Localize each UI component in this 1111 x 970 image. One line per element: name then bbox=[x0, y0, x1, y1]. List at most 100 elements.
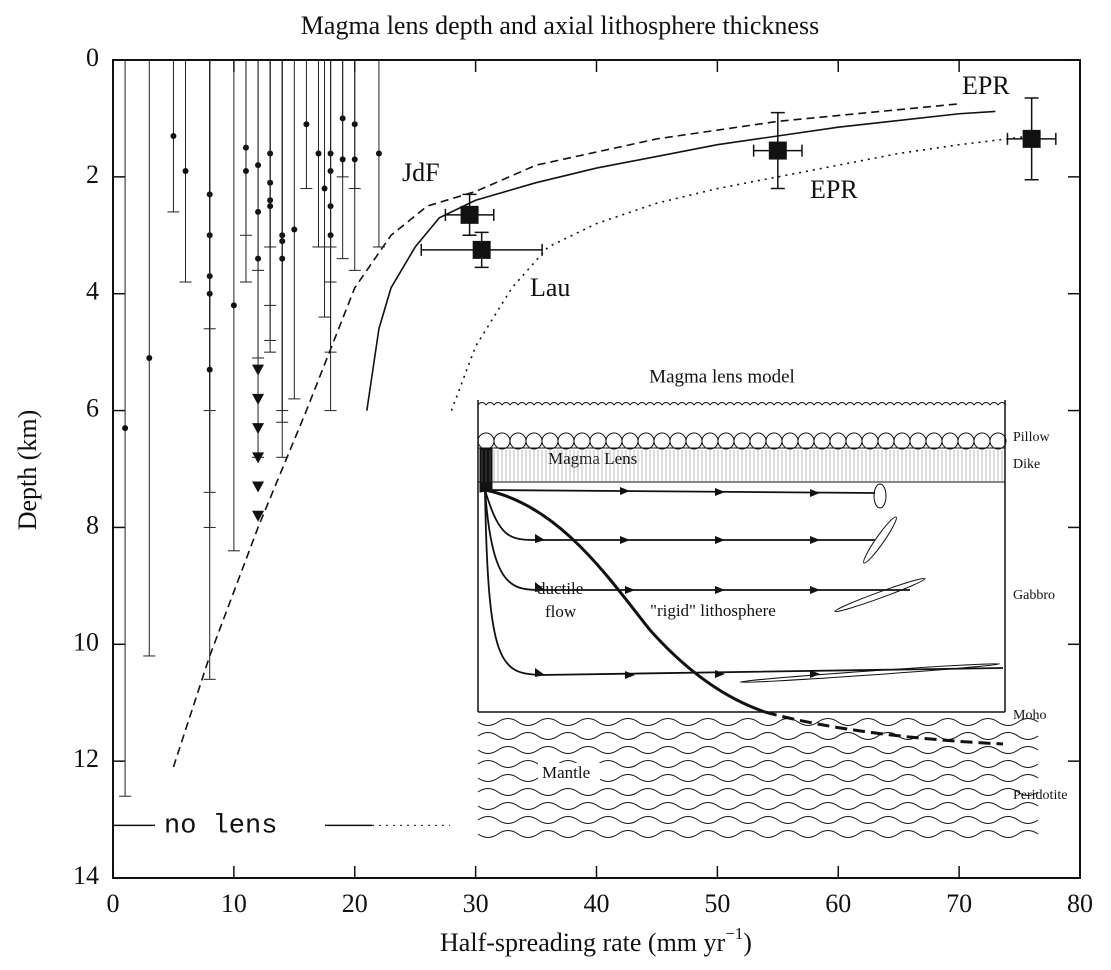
y-tick-label: 10 bbox=[73, 627, 99, 656]
point bbox=[182, 168, 189, 175]
pillow bbox=[701, 432, 719, 450]
square bbox=[1022, 129, 1041, 148]
pillow bbox=[637, 432, 655, 450]
annotation: Lau bbox=[530, 273, 570, 302]
point bbox=[122, 425, 129, 432]
point bbox=[351, 156, 358, 163]
pillow bbox=[477, 432, 495, 450]
x-tick-label: 20 bbox=[342, 889, 368, 918]
pillow bbox=[685, 432, 703, 450]
mantle-label-bg bbox=[538, 763, 600, 785]
chart-title: Magma lens depth and axial lithosphere t… bbox=[301, 11, 819, 40]
pillow bbox=[621, 432, 639, 450]
pillow bbox=[717, 432, 735, 450]
point bbox=[303, 121, 310, 128]
x-tick-label: 60 bbox=[825, 889, 851, 918]
layer-label: Pillow bbox=[1013, 430, 1050, 445]
square bbox=[768, 141, 787, 160]
inset-title: Magma lens model bbox=[649, 366, 795, 387]
pillow bbox=[829, 432, 847, 450]
rigid-label: "rigid" lithosphere bbox=[650, 601, 776, 620]
x-tick-label: 70 bbox=[946, 889, 972, 918]
layer-label: Gabbro bbox=[1013, 588, 1055, 603]
pillow bbox=[669, 432, 687, 450]
y-tick-label: 12 bbox=[73, 744, 99, 773]
pillow bbox=[781, 432, 799, 450]
x-tick-label: 0 bbox=[107, 889, 120, 918]
pillow bbox=[813, 432, 831, 450]
pillow bbox=[861, 432, 879, 450]
point bbox=[291, 226, 298, 233]
triangle bbox=[252, 452, 265, 464]
mantle-wave bbox=[477, 718, 1039, 726]
y-tick-label: 0 bbox=[86, 43, 99, 72]
crystal bbox=[863, 516, 897, 564]
pillow bbox=[765, 432, 783, 450]
pillow bbox=[509, 432, 527, 450]
annotation: JdF bbox=[402, 158, 440, 187]
pillow bbox=[941, 432, 959, 450]
point bbox=[242, 168, 249, 175]
triangle bbox=[252, 481, 265, 493]
point bbox=[327, 232, 334, 239]
square bbox=[472, 240, 491, 259]
point bbox=[315, 150, 322, 157]
point bbox=[339, 156, 346, 163]
point bbox=[230, 302, 237, 309]
crystal bbox=[739, 663, 1001, 683]
pillow bbox=[845, 432, 863, 450]
sea-surface bbox=[477, 402, 1007, 406]
ductile-label: flow bbox=[545, 602, 577, 621]
arrowheads bbox=[535, 487, 820, 679]
mantle-wave bbox=[477, 746, 1039, 754]
point bbox=[170, 132, 177, 139]
lithosphere-boundary-extended bbox=[764, 710, 1004, 746]
y-axis-label: Depth (km) bbox=[13, 410, 42, 531]
pillow bbox=[589, 432, 607, 450]
pillow bbox=[909, 432, 927, 450]
point bbox=[279, 255, 286, 262]
x-axis-label: Half-spreading rate (mm yr−1) bbox=[440, 924, 752, 957]
pillow bbox=[957, 432, 975, 450]
pillow bbox=[797, 432, 815, 450]
lithosphere-boundary bbox=[484, 488, 766, 714]
layer-label: Moho bbox=[1013, 708, 1046, 723]
x-tick-label: 50 bbox=[704, 889, 730, 918]
y-tick-label: 2 bbox=[86, 160, 99, 189]
mantle-wave bbox=[477, 788, 1039, 796]
no-lens-label: no lens bbox=[164, 812, 277, 842]
pillow bbox=[749, 432, 767, 450]
x-label-part: ) bbox=[743, 928, 752, 957]
y-tick-label: 14 bbox=[73, 861, 99, 890]
triangle bbox=[252, 423, 265, 435]
point bbox=[375, 150, 382, 157]
magma-lens-label: Magma Lens bbox=[548, 449, 637, 468]
point bbox=[255, 255, 262, 262]
x-label-part: Half-spreading rate (mm yr bbox=[440, 928, 726, 957]
pillow bbox=[541, 432, 559, 450]
annotation: EPR bbox=[962, 71, 1010, 100]
triangle bbox=[252, 393, 265, 405]
y-tick-label: 4 bbox=[86, 277, 99, 306]
pillow bbox=[989, 432, 1007, 450]
pillow bbox=[877, 432, 895, 450]
pillow bbox=[733, 432, 751, 450]
pillow bbox=[605, 432, 623, 450]
curve bbox=[172, 103, 960, 768]
pillow bbox=[573, 432, 591, 450]
inset: Magma lens model Magma Lens Pillow Dike … bbox=[477, 366, 1067, 838]
crystal bbox=[834, 577, 926, 613]
layer-label: Dike bbox=[1013, 457, 1040, 472]
mantle-wave bbox=[477, 760, 1039, 768]
mantle-wave bbox=[477, 816, 1039, 824]
point bbox=[206, 366, 213, 373]
dike-hatch bbox=[481, 450, 1003, 482]
y-tick-label: 8 bbox=[86, 510, 99, 539]
curve bbox=[366, 110, 996, 411]
x-tick-label: 10 bbox=[221, 889, 247, 918]
layer-label: Peridotite bbox=[1013, 788, 1067, 803]
point bbox=[321, 185, 328, 192]
pillow bbox=[493, 432, 511, 450]
mantle-label: Mantle bbox=[542, 763, 590, 782]
